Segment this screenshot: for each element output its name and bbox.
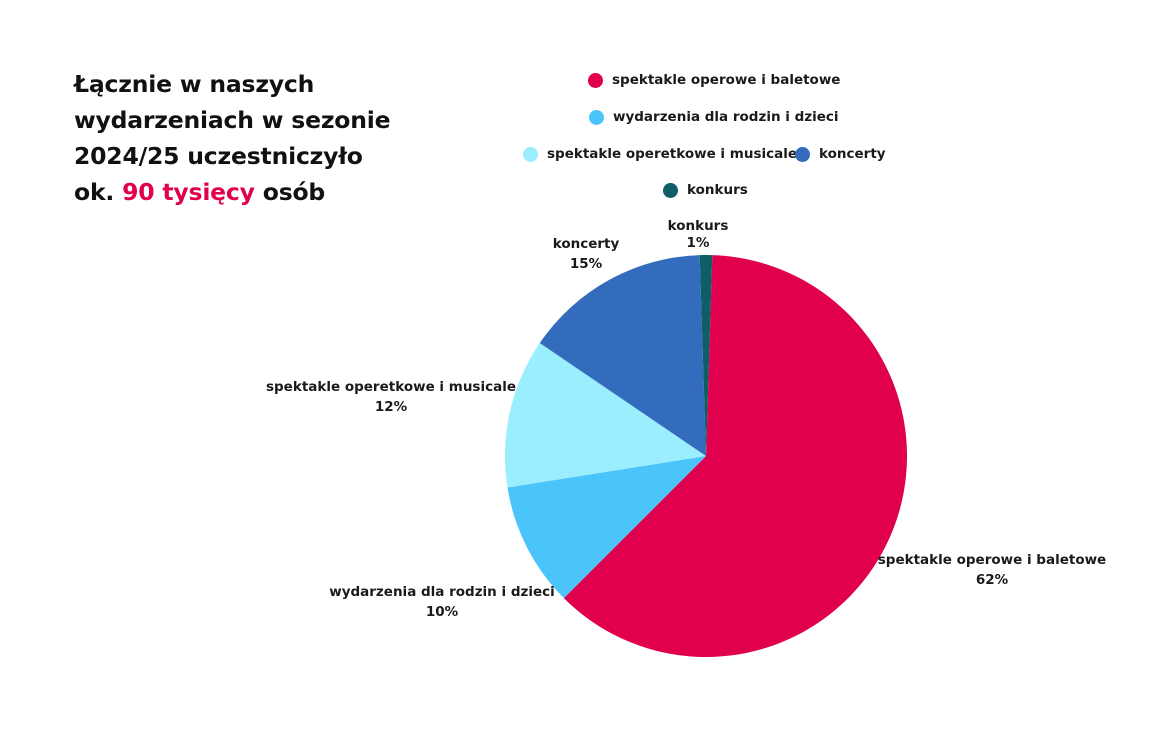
title-prefix: ok. bbox=[74, 178, 123, 206]
pie-slice-3 bbox=[539, 255, 706, 456]
slice-label-family-name: wydarzenia dla rodzin i dzieci bbox=[329, 584, 555, 600]
legend-item-operetta: spektakle operetkowe i musicale bbox=[523, 146, 797, 162]
legend-item-opera: spektakle operowe i baletowe bbox=[588, 72, 840, 88]
title-line-4: ok. 90 tysięcy osób bbox=[74, 174, 474, 210]
slice-label-contest-value: 1% bbox=[687, 235, 710, 251]
slice-label-contest-name: konkurs bbox=[668, 218, 729, 234]
pie-slice-4 bbox=[699, 255, 713, 456]
slice-label-operetta-name: spektakle operetkowe i musicale bbox=[266, 379, 516, 395]
legend-swatch-contest bbox=[663, 182, 678, 198]
legend-item-contest: konkurs bbox=[663, 182, 748, 198]
legend-swatch-operetta bbox=[523, 146, 538, 162]
legend-swatch-opera bbox=[588, 72, 603, 88]
legend-label-opera: spektakle operowe i baletowe bbox=[612, 72, 841, 88]
legend-swatch-family bbox=[589, 109, 604, 125]
legend-label-contest: konkurs bbox=[687, 182, 748, 198]
legend-label-family: wydarzenia dla rodzin i dzieci bbox=[613, 109, 839, 125]
legend-item-family: wydarzenia dla rodzin i dzieci bbox=[589, 109, 839, 125]
slice-label-concerts-value: 15% bbox=[570, 256, 603, 272]
pie-slice-2 bbox=[504, 343, 706, 488]
title-line-3: 2024/25 uczestniczyło bbox=[74, 142, 363, 170]
title-line-2: wydarzeniach w sezonie bbox=[74, 106, 391, 134]
slice-label-operetta-value: 12% bbox=[375, 399, 408, 415]
slice-label-family-value: 10% bbox=[426, 604, 459, 620]
slice-label-concerts-name: koncerty bbox=[553, 236, 620, 252]
legend-label-concerts: koncerty bbox=[819, 146, 886, 162]
title-suffix: osób bbox=[254, 178, 326, 206]
pie-slice-1 bbox=[507, 456, 706, 599]
title-line-1: Łącznie w naszych bbox=[74, 70, 315, 98]
chart-title: Łącznie w naszych wydarzeniach w sezonie… bbox=[74, 66, 474, 210]
slice-label-opera-name: spektakle operowe i baletowe bbox=[878, 552, 1106, 568]
title-highlight: 90 tysięcy bbox=[122, 178, 255, 206]
slice-label-opera-value: 62% bbox=[976, 572, 1009, 588]
pie-slices bbox=[504, 255, 907, 658]
legend-label-operetta: spektakle operetkowe i musicale bbox=[547, 146, 798, 162]
legend-swatch-concerts bbox=[795, 146, 810, 162]
pie-slice-0 bbox=[563, 255, 907, 658]
pie-labels: spektakle operowe i baletowe 62% wydarze… bbox=[266, 218, 1106, 620]
legend-item-concerts: koncerty bbox=[795, 146, 886, 162]
